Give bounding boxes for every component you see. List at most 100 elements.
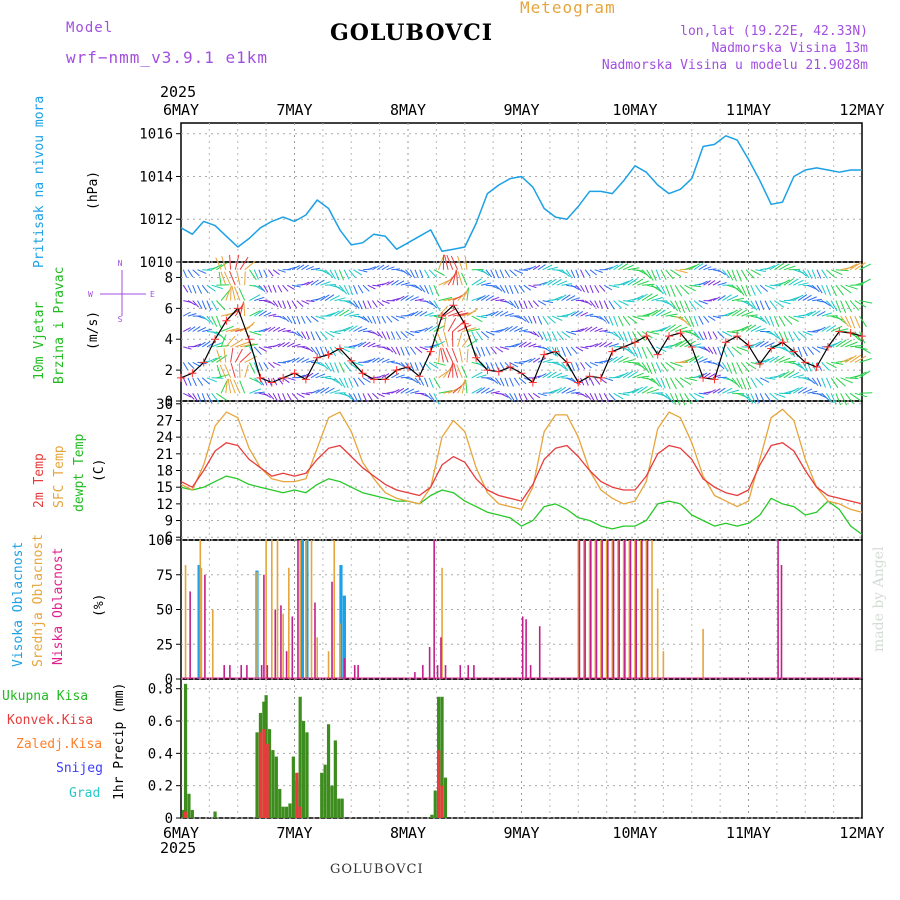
wind-barb <box>523 341 532 348</box>
wind-barb <box>641 283 655 286</box>
wind-barb <box>533 345 542 348</box>
wind-barb <box>306 360 315 363</box>
wind-barb <box>192 377 197 387</box>
wind-barb <box>514 327 523 332</box>
cloud-bar <box>200 567 203 679</box>
wind-barb <box>608 331 619 337</box>
wind-barb <box>197 341 206 348</box>
wind-barb <box>755 269 766 272</box>
cloud-bar <box>588 540 591 679</box>
wind-barb <box>821 284 827 295</box>
wind-barb <box>561 387 571 394</box>
wind-barb <box>367 393 373 401</box>
wind-barb <box>740 284 748 297</box>
wind-barb <box>504 269 511 278</box>
wind-barb <box>613 331 622 340</box>
wind-barb <box>731 308 743 317</box>
wind-barb <box>305 315 312 324</box>
wind-barb <box>457 255 463 270</box>
wind-barb <box>679 300 686 313</box>
wind-barb <box>707 315 716 322</box>
wind-barb <box>783 346 793 356</box>
wind-barb <box>315 279 325 286</box>
wind-barb <box>471 315 483 323</box>
wind-barb <box>570 269 576 279</box>
wind-barb <box>409 269 416 279</box>
wind-marker <box>426 347 435 356</box>
wind-barb <box>249 294 261 302</box>
precip-frozen-label: Zaledj.Kisa <box>16 737 102 752</box>
wind-barb <box>589 393 595 402</box>
wind-barb <box>835 315 847 325</box>
wind-barb <box>244 271 246 286</box>
wind-barb <box>537 300 547 306</box>
wind-barb <box>457 332 463 348</box>
wind-barb <box>740 362 750 373</box>
wind-barb <box>585 313 594 317</box>
wind-barb <box>197 284 203 294</box>
wind-label-1: 10m Vjetar <box>32 302 47 380</box>
wind-barb <box>750 341 762 348</box>
wind-marker <box>517 369 526 378</box>
wind-barb <box>306 265 314 271</box>
wind-barb <box>608 315 614 326</box>
wind-barb <box>712 331 718 339</box>
wind-barb <box>802 388 813 394</box>
wind-barb <box>669 377 677 390</box>
wind-barb <box>433 377 441 389</box>
wind-barb <box>632 386 643 394</box>
wind-barb <box>442 347 449 363</box>
precip-bar <box>190 809 194 818</box>
wind-barb <box>215 257 222 270</box>
wind-barb <box>750 300 758 311</box>
wind-barb <box>618 356 629 363</box>
precip-bar <box>288 803 292 818</box>
wind-barb <box>216 374 229 379</box>
wind-barb <box>225 379 228 394</box>
wind-barb <box>651 297 664 302</box>
cloud-low-label: Niska Oblacnost <box>51 548 66 665</box>
wind-barb <box>740 392 752 402</box>
wind-barb <box>187 269 194 278</box>
wind-barb <box>660 269 667 281</box>
wind-barb <box>542 358 553 363</box>
wind-barb <box>835 269 849 272</box>
temperature-tick-label: 12 <box>156 497 173 513</box>
wind-barb <box>513 284 519 294</box>
wind-barb <box>485 269 492 278</box>
wind-barb <box>556 386 567 394</box>
wind-barb <box>774 392 786 398</box>
wind-barb <box>528 343 537 348</box>
wind-marker <box>540 350 549 359</box>
wind-barb <box>229 254 232 270</box>
cloud-bar <box>607 540 609 679</box>
wind-barb <box>419 327 428 332</box>
precip-bar <box>295 772 299 818</box>
wind-barb <box>617 315 624 327</box>
wind-barb <box>807 296 817 302</box>
wind-barb <box>854 371 867 379</box>
wind-barb <box>764 377 776 380</box>
wind-barb <box>627 331 633 343</box>
wind-barb <box>446 254 454 270</box>
wind-barb <box>693 331 702 341</box>
wind-barb <box>773 331 782 342</box>
wind-barb <box>599 315 607 322</box>
wind-barb <box>660 362 669 372</box>
precip-bar <box>440 696 444 818</box>
wind-barb <box>490 310 499 317</box>
wind-barb <box>234 254 240 270</box>
wind-barb <box>282 284 289 292</box>
wind-barb <box>717 387 726 394</box>
precip-bar <box>337 798 341 818</box>
cloud-bar <box>584 540 586 679</box>
wind-barb <box>367 300 372 309</box>
wind-barb <box>674 269 688 274</box>
wind-barb <box>455 269 459 286</box>
wind-barb <box>253 377 263 386</box>
precip-bar <box>305 732 309 818</box>
wind-barb <box>547 371 557 379</box>
wind-barb <box>499 346 510 350</box>
cloud-bar <box>197 565 201 679</box>
wind-barb <box>338 284 347 295</box>
